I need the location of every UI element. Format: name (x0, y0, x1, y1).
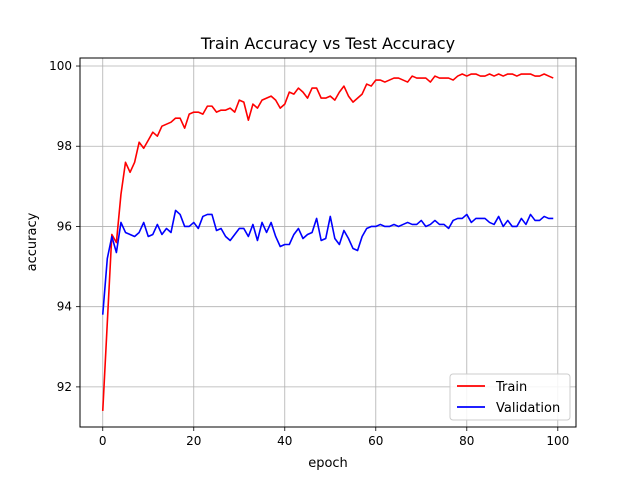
series-line-train (101, 73, 554, 412)
chart-title: Train Accuracy vs Test Accuracy (200, 34, 455, 53)
y-axis-label: accuracy (25, 212, 40, 271)
x-tick-label: 20 (186, 434, 201, 448)
y-tick-label: 94 (57, 300, 72, 314)
x-tick-label: 80 (459, 434, 474, 448)
axis-ticks: 0 20 40 60 80 100 92 94 96 98 100 (49, 59, 569, 448)
legend-label-validation: Validation (496, 401, 560, 416)
plot-frame (79, 57, 577, 428)
x-tick-label: 60 (368, 434, 383, 448)
series-line-validation (101, 209, 554, 315)
grid-lines (80, 58, 576, 427)
y-tick-label: 100 (49, 59, 72, 73)
y-tick-label: 96 (57, 219, 72, 233)
x-tick-label: 0 (99, 434, 107, 448)
x-tick-label: 100 (546, 434, 569, 448)
x-tick-label: 40 (277, 434, 292, 448)
series-group (101, 73, 554, 412)
x-axis-label: epoch (308, 456, 348, 471)
y-tick-label: 92 (57, 380, 72, 394)
legend-label-train: Train (495, 380, 527, 395)
legend: Train Validation (449, 373, 571, 421)
y-tick-label: 98 (57, 139, 72, 153)
